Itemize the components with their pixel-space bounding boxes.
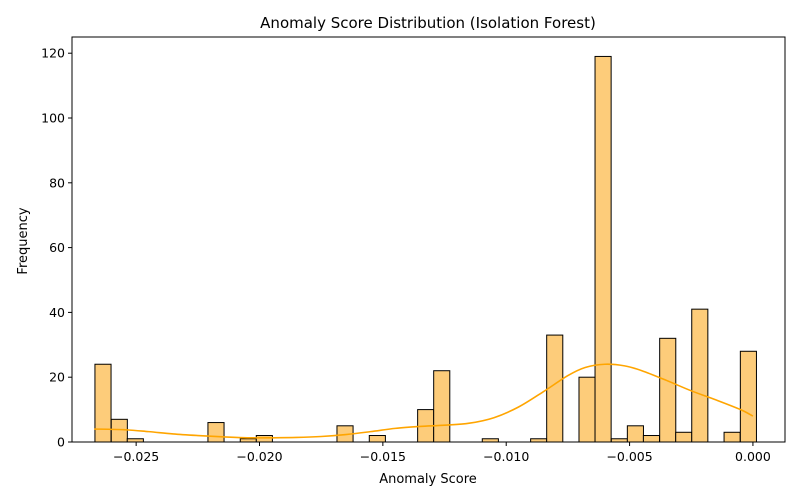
histogram-bar bbox=[110, 418, 128, 443]
x-tick-label: 0.000 bbox=[735, 449, 771, 464]
x-tick-label: −0.015 bbox=[360, 449, 406, 464]
x-axis-ticks: −0.025 −0.020 −0.015 −0.010 −0.005 0.000 bbox=[113, 442, 771, 464]
y-tick-label: 0 bbox=[57, 435, 65, 450]
histogram-bar bbox=[368, 435, 386, 443]
y-axis-ticks: 0 20 40 60 80 100 120 bbox=[41, 46, 72, 450]
histogram-bar bbox=[255, 435, 273, 443]
y-tick-label: 80 bbox=[49, 175, 65, 190]
kde-curve bbox=[94, 363, 754, 439]
histogram-bar bbox=[739, 350, 757, 443]
histogram-bar bbox=[626, 425, 644, 443]
histogram-bar bbox=[691, 308, 709, 443]
y-axis-label: Frequency bbox=[16, 207, 31, 274]
y-tick-label: 100 bbox=[41, 111, 65, 126]
histogram-bar bbox=[659, 337, 677, 443]
y-tick-label: 120 bbox=[41, 46, 65, 61]
plot-frame bbox=[71, 36, 786, 443]
histogram-bars bbox=[94, 55, 757, 443]
x-tick-label: −0.005 bbox=[606, 449, 652, 464]
histogram-bar bbox=[723, 431, 741, 443]
x-tick-label: −0.025 bbox=[113, 449, 159, 464]
y-tick-label: 60 bbox=[49, 240, 65, 255]
histogram-bar bbox=[642, 435, 661, 443]
x-tick-label: −0.020 bbox=[236, 449, 282, 464]
histogram-bar bbox=[594, 55, 612, 443]
x-tick-label: −0.010 bbox=[483, 449, 529, 464]
x-axis-label: Anomaly Score bbox=[379, 472, 477, 487]
chart-title: Anomaly Score Distribution (Isolation Fo… bbox=[260, 14, 596, 32]
histogram-bar bbox=[207, 422, 225, 443]
histogram-bar bbox=[94, 363, 112, 443]
histogram-bar bbox=[578, 376, 596, 443]
histogram-bar bbox=[433, 370, 451, 443]
histogram-bar bbox=[675, 431, 693, 443]
y-tick-label: 20 bbox=[49, 370, 65, 385]
y-tick-label: 40 bbox=[49, 305, 65, 320]
